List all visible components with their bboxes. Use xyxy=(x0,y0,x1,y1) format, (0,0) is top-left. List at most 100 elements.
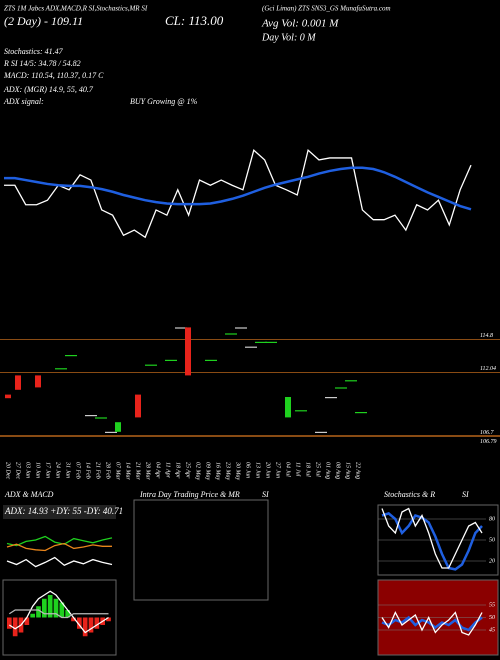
x-tick-label: 23 May xyxy=(225,462,231,480)
candle xyxy=(205,359,217,361)
x-tick-label: 21 Mar xyxy=(135,462,141,480)
histogram-bar xyxy=(82,617,88,637)
x-tick-label: 10 Jan xyxy=(35,462,41,478)
x-tick-label: 14 Feb xyxy=(85,462,92,479)
x-tick-label: 11 Apr xyxy=(165,462,171,479)
histogram-bar xyxy=(65,610,70,618)
x-tick-label: 04 Jul xyxy=(285,462,292,477)
header-title: ZTS 1M Jabcs ADX,MACD,R SI,Stochastics,M… xyxy=(4,5,148,13)
x-tick-label: 20 Dec xyxy=(5,462,11,479)
day-vol: Day Vol: 0 M xyxy=(261,32,316,43)
y-tick-label: 20 xyxy=(489,558,495,564)
histogram-bar xyxy=(53,598,59,618)
series-line xyxy=(8,590,109,634)
histogram-bar xyxy=(42,598,47,618)
histogram-bar xyxy=(77,617,82,629)
histogram-bar xyxy=(88,617,94,633)
level-label: 114.8 xyxy=(480,332,493,339)
level-label: 112.04 xyxy=(480,365,496,372)
x-tick-label: 07 Mar xyxy=(115,462,121,480)
x-tick-label: 28 Mar xyxy=(145,462,151,480)
series-line xyxy=(6,542,112,552)
y-tick-label: 80 xyxy=(489,516,495,522)
histogram-bar xyxy=(7,617,12,629)
x-tick-label: 14 Mar xyxy=(125,462,132,480)
y-tick-label: 50 xyxy=(489,615,495,621)
candle xyxy=(235,327,247,329)
candle xyxy=(165,359,177,361)
series-line xyxy=(6,556,113,568)
candle xyxy=(335,387,347,389)
x-tick-label: 03 Jan xyxy=(25,462,31,478)
candle xyxy=(115,422,121,432)
close: CL: 113.00 xyxy=(165,13,224,28)
x-tick-label: 18 Jul xyxy=(305,462,311,477)
series-line xyxy=(381,512,483,571)
x-tick-label: 27 Dec xyxy=(15,462,21,479)
label-bg xyxy=(3,505,116,519)
candle xyxy=(255,341,267,343)
histogram-bar xyxy=(12,617,18,637)
histogram-bar xyxy=(94,617,100,629)
header-source: (Gci Liman) ZTS SNS3_GS MunafaSutra.com xyxy=(262,5,391,13)
x-tick-label: 01 Aug xyxy=(325,462,331,479)
candle xyxy=(225,333,237,335)
candle xyxy=(175,327,187,329)
x-tick-label: 11 Jul xyxy=(295,462,301,477)
candle xyxy=(345,380,357,382)
candle xyxy=(315,431,327,433)
rsi: R SI 14/5: 34.78 / 54.82 xyxy=(3,59,81,68)
candle xyxy=(185,327,191,376)
adx-signal: ADX signal: xyxy=(3,97,44,106)
x-tick-label: 20 Jun xyxy=(265,462,271,478)
panel-label: ADX: 14.93 +DY: 55 -DY: 40.71 xyxy=(4,506,123,516)
x-tick-label: 15 Aug xyxy=(345,462,351,479)
panel-title: Intra Day Trading Price & MR xyxy=(139,490,240,499)
avg-vol: Avg Vol: 0.001 M xyxy=(261,18,339,30)
candle xyxy=(295,410,307,412)
panel-title: ADX & MACD xyxy=(4,490,54,499)
x-tick-label: 07 Feb xyxy=(75,462,81,479)
x-tick-label: 25 Apr xyxy=(185,462,191,479)
panel-frame xyxy=(2,579,117,656)
x-tick-label: 17 Jan xyxy=(45,462,51,478)
intraday-box xyxy=(133,499,269,601)
series-line xyxy=(381,507,483,569)
y-tick-label: 55 xyxy=(489,602,495,608)
candle xyxy=(85,415,97,417)
candle xyxy=(325,397,337,399)
x-tick-label: 16 May xyxy=(215,462,221,480)
candle xyxy=(65,355,77,357)
x-tick-label: 18 Apr xyxy=(175,462,181,479)
x-tick-label: 30 May xyxy=(235,461,241,480)
series-line xyxy=(8,609,109,619)
candle xyxy=(105,431,117,433)
panel-title: Stochastics & R xyxy=(384,490,435,499)
panel-title: SI xyxy=(262,490,269,499)
y-tick-label: 45 xyxy=(489,626,495,633)
histogram-bar xyxy=(24,617,30,625)
x-tick-label: 25 Jul xyxy=(315,462,321,477)
series-line xyxy=(6,535,113,547)
y-tick-label: 50 xyxy=(489,537,495,543)
x-tick-label: 04 Apr xyxy=(155,462,162,479)
histogram-bar xyxy=(106,617,111,622)
x-tick-label: 02 May xyxy=(195,462,201,480)
signal: BUY Growing @ 1% xyxy=(130,97,198,106)
x-tick-label: 08 Aug xyxy=(335,462,341,479)
candle xyxy=(135,394,141,418)
x-tick-label: 28 Feb xyxy=(105,462,111,479)
x-tick-label: 13 Jun xyxy=(255,462,261,478)
candle xyxy=(265,341,277,343)
adx: ADX: (MGR) 14.9, 55, 40.7 xyxy=(3,85,94,94)
series-line xyxy=(4,148,472,239)
x-tick-label: 21 Feb xyxy=(95,462,101,479)
candle xyxy=(5,394,11,399)
candle xyxy=(35,375,41,388)
x-tick-label: 24 Jan xyxy=(55,462,62,478)
level-label: 106.79 xyxy=(480,439,497,445)
level-label: 106.7 xyxy=(480,430,495,436)
candle xyxy=(355,412,367,414)
candle xyxy=(15,375,21,390)
